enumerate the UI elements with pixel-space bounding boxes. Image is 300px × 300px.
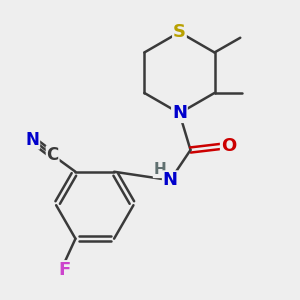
Text: N: N — [163, 171, 178, 189]
Text: N: N — [26, 131, 39, 149]
Text: O: O — [221, 137, 236, 155]
Text: N: N — [172, 104, 187, 122]
Text: C: C — [46, 146, 59, 164]
Text: H: H — [154, 162, 166, 177]
Text: S: S — [173, 23, 186, 41]
Text: F: F — [58, 261, 70, 279]
